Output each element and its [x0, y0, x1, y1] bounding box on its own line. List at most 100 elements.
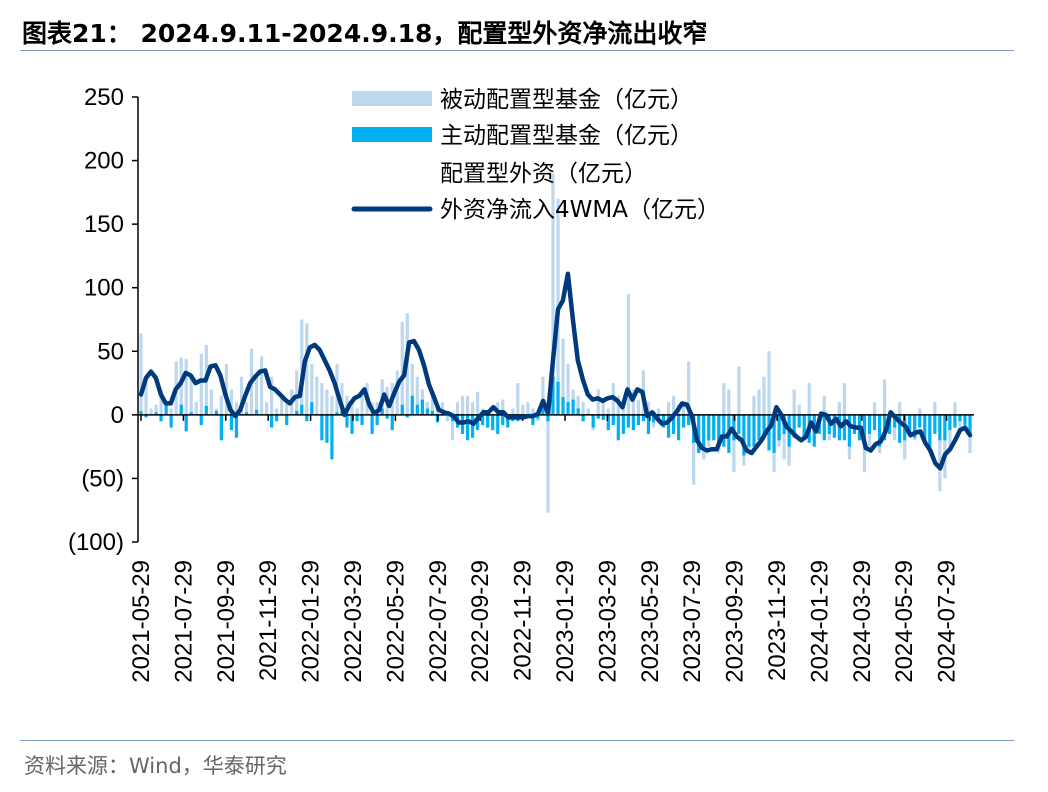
- bar-passive: [315, 376, 319, 415]
- bar-passive: [280, 395, 284, 415]
- bar-active: [712, 414, 716, 441]
- legend-label-active: 主动配置型基金（亿元）: [440, 123, 693, 149]
- bar-passive: [254, 376, 259, 415]
- top-divider: [20, 50, 1014, 51]
- bar-active: [405, 414, 409, 418]
- bar-passive: [229, 389, 234, 415]
- bar-passive: [792, 389, 796, 415]
- bar-passive: [727, 389, 731, 415]
- bar-passive: [631, 389, 635, 415]
- bar-passive: [169, 408, 173, 415]
- bar-active: [486, 414, 490, 428]
- legend-swatch-active: [352, 127, 432, 142]
- bar-active: [159, 414, 163, 422]
- bar-passive: [752, 395, 756, 415]
- bar-active: [310, 402, 314, 415]
- bar-active: [400, 404, 404, 415]
- y-tick-label: 0: [111, 402, 124, 429]
- bar-passive: [410, 364, 414, 415]
- bar-active: [320, 414, 324, 441]
- bar-active: [953, 414, 957, 428]
- bar-active: [546, 414, 550, 422]
- chart-title: 图表21： 2024.9.11-2024.9.18，配置型外资净流出收窄: [22, 19, 708, 48]
- bar-passive: [224, 364, 229, 415]
- bar-active: [430, 411, 435, 415]
- bar-active: [802, 414, 806, 441]
- bar-active: [425, 408, 429, 415]
- bar-active: [938, 414, 942, 441]
- bar-active: [305, 414, 309, 422]
- bar-active: [933, 414, 937, 434]
- bar-passive: [310, 364, 314, 415]
- bar-passive: [465, 395, 470, 415]
- x-tick-label: 2023-05-29: [637, 560, 664, 683]
- bar-passive: [692, 414, 696, 485]
- bar-active: [898, 414, 902, 443]
- bar-passive: [797, 404, 801, 415]
- bar-active: [707, 414, 711, 441]
- bar-active: [576, 408, 580, 415]
- bar-active: [893, 414, 897, 428]
- line-4wma: [138, 271, 973, 471]
- legend: 被动配置型基金（亿元） 主动配置型基金（亿元） 配置型外资（亿元） 外资净流入4…: [351, 87, 720, 223]
- bar-active: [601, 414, 605, 420]
- bar-passive: [144, 376, 148, 415]
- bar-active: [877, 414, 882, 447]
- bar-passive: [285, 402, 289, 415]
- bar-active: [481, 414, 485, 426]
- bar-passive: [501, 399, 505, 415]
- bar-passive: [435, 408, 440, 415]
- bar-passive: [722, 383, 726, 415]
- bar-active: [551, 376, 555, 415]
- bar-passive: [666, 402, 671, 415]
- bar-active: [385, 414, 389, 419]
- bar-active: [852, 414, 857, 434]
- y-tick-label: 200: [84, 148, 124, 175]
- bar-active: [682, 414, 686, 428]
- x-tick-label: 2021-05-29: [128, 560, 155, 683]
- bar-active: [229, 414, 234, 431]
- bar-passive: [395, 370, 399, 415]
- bar-active: [913, 414, 917, 438]
- bar-active: [154, 412, 158, 415]
- bar-passive: [270, 376, 274, 415]
- bar-active: [219, 414, 223, 441]
- bar-passive: [546, 414, 550, 513]
- bar-active: [822, 414, 826, 441]
- bar-active: [872, 414, 877, 431]
- bar-passive: [450, 414, 455, 441]
- bar-active: [561, 397, 565, 415]
- bar-active: [943, 414, 947, 441]
- bar-active: [702, 414, 706, 447]
- bar-passive: [320, 383, 324, 415]
- bar-passive: [154, 404, 158, 415]
- bar-passive: [551, 173, 555, 415]
- x-tick-label: 2021-11-29: [255, 560, 282, 681]
- bar-passive: [737, 366, 741, 415]
- bar-passive: [275, 408, 279, 415]
- bar-active: [420, 399, 424, 415]
- legend-swatch-passive: [352, 91, 432, 106]
- bar-active: [636, 414, 640, 426]
- bar-active: [476, 414, 480, 431]
- bar-active: [958, 414, 962, 422]
- bar-active: [842, 414, 846, 441]
- bar-active: [415, 404, 419, 415]
- bar-passive: [757, 389, 761, 415]
- bar-active: [410, 395, 414, 415]
- bar-passive: [209, 389, 213, 415]
- x-tick-label: 2023-09-29: [722, 560, 749, 683]
- bar-active: [330, 414, 334, 460]
- legend-label-ma: 外资净流入4WMA（亿元）: [440, 197, 720, 223]
- bar-active: [762, 414, 766, 434]
- bar-passive: [471, 402, 475, 415]
- bar-passive: [872, 402, 877, 415]
- bar-passive: [440, 402, 445, 415]
- bar-active: [275, 414, 279, 422]
- bar-active: [772, 414, 776, 453]
- bar-active: [651, 414, 656, 423]
- bar-active: [611, 414, 615, 426]
- bar-passive: [325, 389, 329, 415]
- bar-active: [144, 414, 148, 418]
- bar-passive: [400, 322, 404, 415]
